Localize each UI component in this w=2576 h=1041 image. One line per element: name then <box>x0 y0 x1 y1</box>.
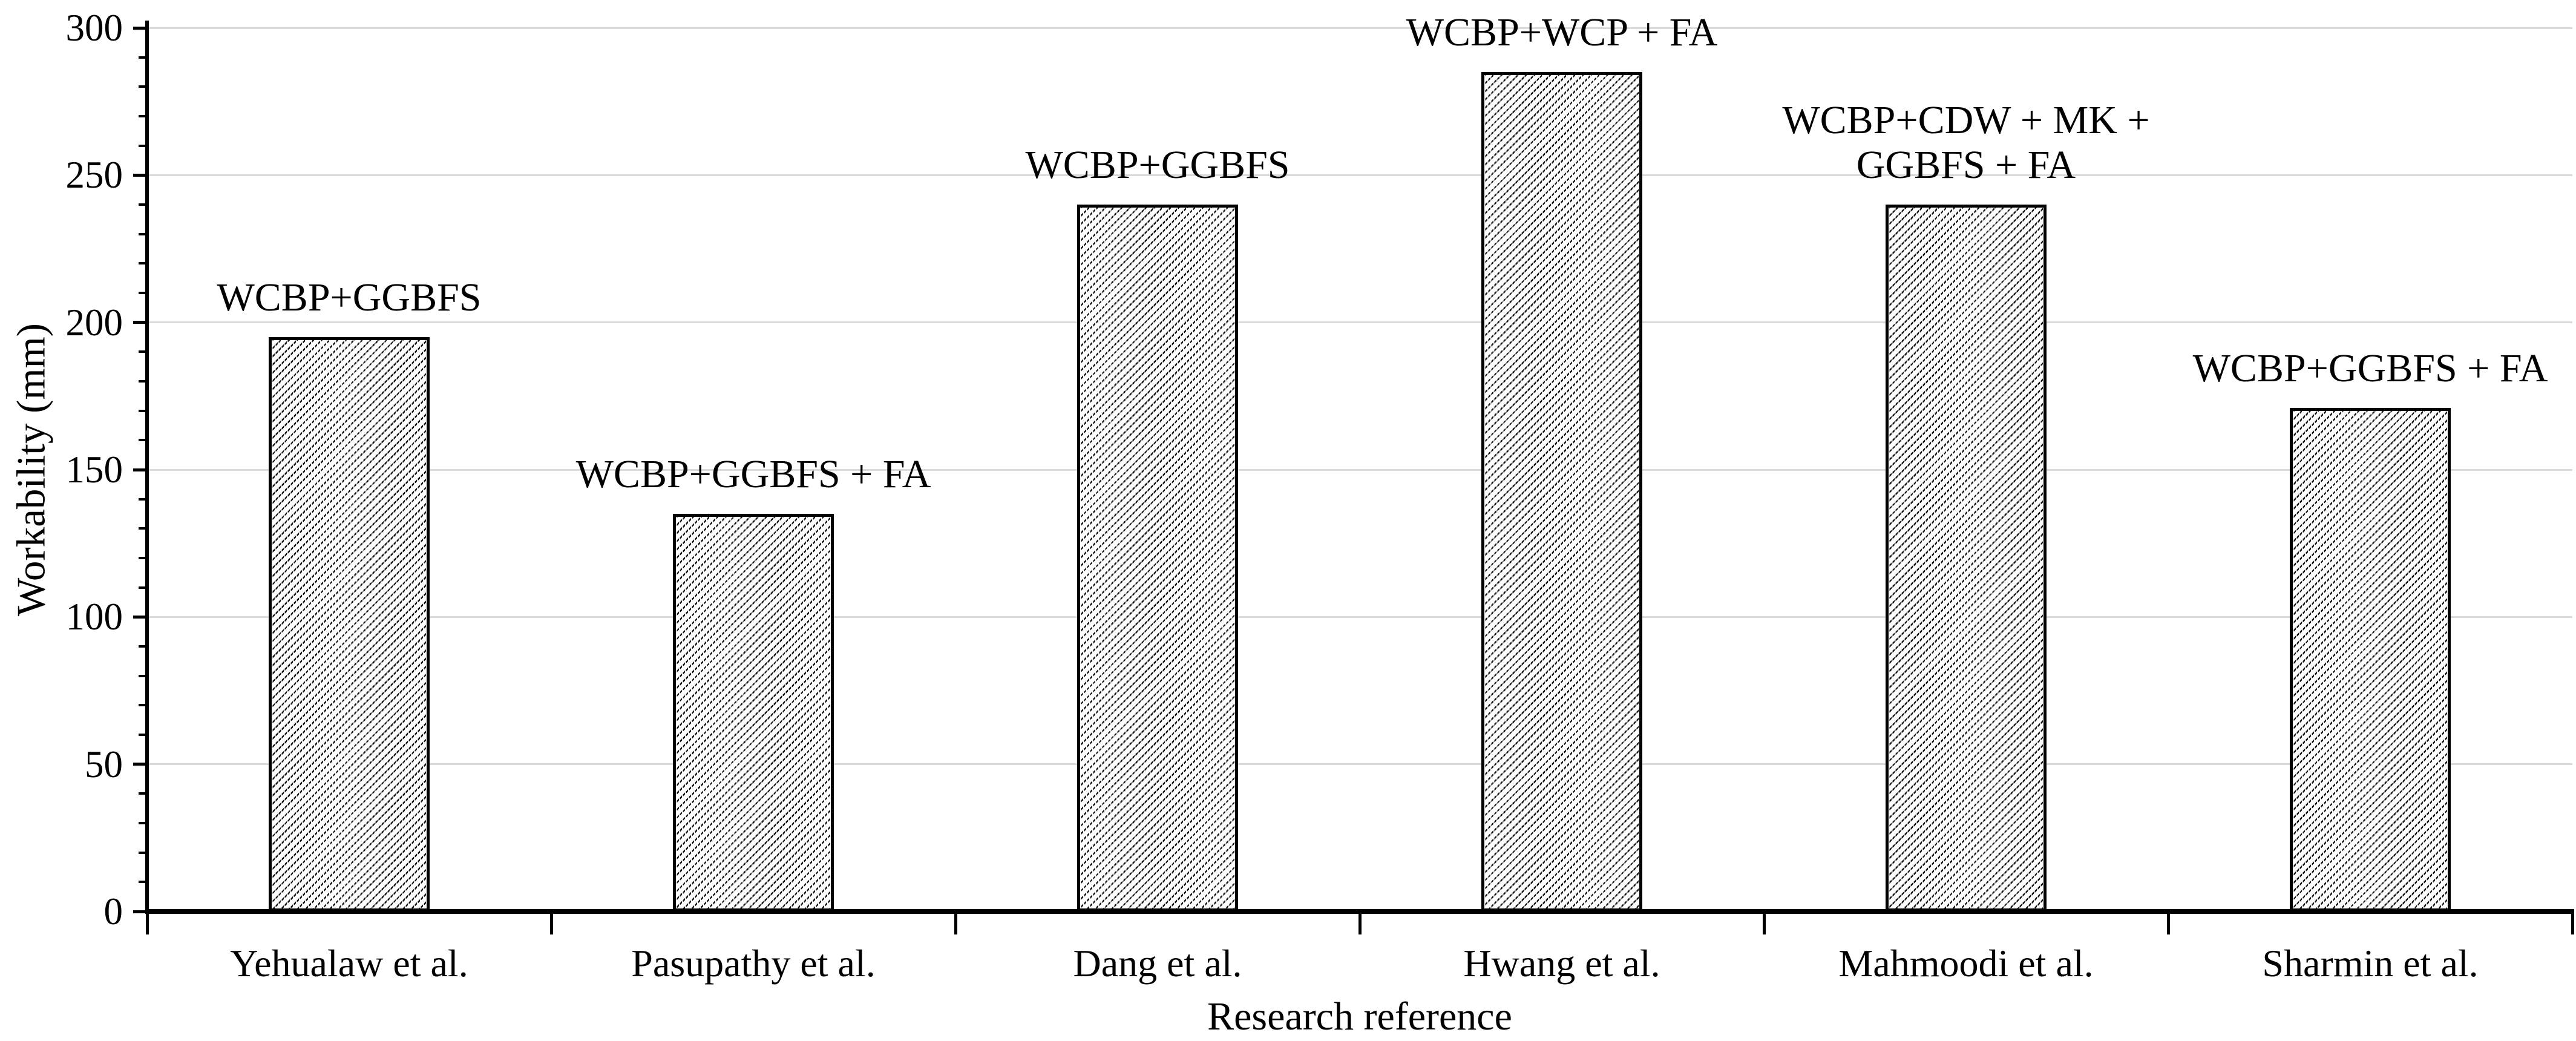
y-axis-minor-tick <box>139 586 147 589</box>
y-axis-major-tick <box>133 468 147 471</box>
bar <box>1481 72 1642 911</box>
y-axis-minor-tick <box>139 498 147 501</box>
x-axis-tick <box>1762 911 1766 934</box>
x-category-label: Dang et al. <box>1073 942 1242 985</box>
x-category-label: Yehualaw et al. <box>230 942 468 985</box>
x-category-label: Mahmoodi et al. <box>1838 942 2094 985</box>
y-axis-minor-tick <box>139 734 147 736</box>
y-axis-minor-tick <box>139 704 147 707</box>
x-category-label: Hwang et al. <box>1463 942 1660 985</box>
bar <box>269 337 430 911</box>
x-axis-tick <box>549 911 553 934</box>
gridline <box>147 616 2572 618</box>
y-axis-major-tick <box>133 615 147 619</box>
bar <box>1886 205 2047 911</box>
x-axis-tick <box>954 911 957 934</box>
x-category-label: Sharmin et al. <box>2262 942 2479 985</box>
y-tick-label: 50 <box>85 743 123 786</box>
y-axis-minor-tick <box>139 56 147 59</box>
y-axis-major-tick <box>133 763 147 766</box>
x-axis-tick <box>1358 911 1362 934</box>
x-axis-tick <box>145 911 149 934</box>
bar-value-label: WCBP+CDW + MK + GGBFS + FA <box>1782 98 2150 187</box>
y-tick-label: 200 <box>65 301 123 344</box>
y-axis-minor-tick <box>139 115 147 117</box>
y-tick-label: 250 <box>65 154 123 197</box>
x-axis-line <box>145 909 2574 914</box>
y-axis-minor-tick <box>139 792 147 795</box>
y-axis-minor-tick <box>139 262 147 265</box>
x-axis-title: Research reference <box>1207 994 1512 1039</box>
y-tick-label: 100 <box>65 596 123 639</box>
y-axis-minor-tick <box>139 409 147 412</box>
y-axis-minor-tick <box>139 881 147 884</box>
y-axis-minor-tick <box>139 144 147 147</box>
y-axis-minor-tick <box>139 439 147 442</box>
bar-value-label: WCBP+GGBFS <box>217 275 482 320</box>
gridline <box>147 763 2572 766</box>
x-axis-tick <box>2571 911 2574 934</box>
bar-value-label: WCBP+GGBFS + FA <box>575 452 931 496</box>
y-axis-minor-tick <box>139 292 147 294</box>
y-axis-minor-tick <box>139 645 147 648</box>
bar <box>673 514 834 911</box>
gridline <box>147 321 2572 324</box>
y-axis-minor-tick <box>139 674 147 677</box>
gridline <box>147 468 2572 471</box>
y-axis-line <box>145 21 149 914</box>
y-axis-major-tick <box>133 173 147 177</box>
y-tick-label: 150 <box>65 448 123 491</box>
y-axis-minor-tick <box>139 557 147 559</box>
gridline <box>147 27 2572 29</box>
y-axis-minor-tick <box>139 380 147 383</box>
bar <box>1077 205 1238 911</box>
y-axis-major-tick <box>133 321 147 324</box>
y-axis-minor-tick <box>139 203 147 206</box>
bar-value-label: WCBP+WCP + FA <box>1406 10 1718 54</box>
y-tick-label: 300 <box>65 7 123 49</box>
y-tick-label: 0 <box>103 890 123 933</box>
y-axis-minor-tick <box>139 350 147 353</box>
bar-value-label: WCBP+GGBFS + FA <box>2192 346 2548 390</box>
x-category-label: Pasupathy et al. <box>631 942 876 985</box>
x-axis-tick <box>2166 911 2170 934</box>
y-axis-minor-tick <box>139 232 147 235</box>
y-axis-minor-tick <box>139 851 147 854</box>
y-axis-major-tick <box>133 26 147 30</box>
y-axis-minor-tick <box>139 85 147 88</box>
y-axis-minor-tick <box>139 527 147 530</box>
gridline <box>147 174 2572 176</box>
bar <box>2290 407 2451 911</box>
y-axis-minor-tick <box>139 822 147 824</box>
y-axis-major-tick <box>133 910 147 913</box>
bar-value-label: WCBP+GGBFS <box>1025 143 1290 187</box>
